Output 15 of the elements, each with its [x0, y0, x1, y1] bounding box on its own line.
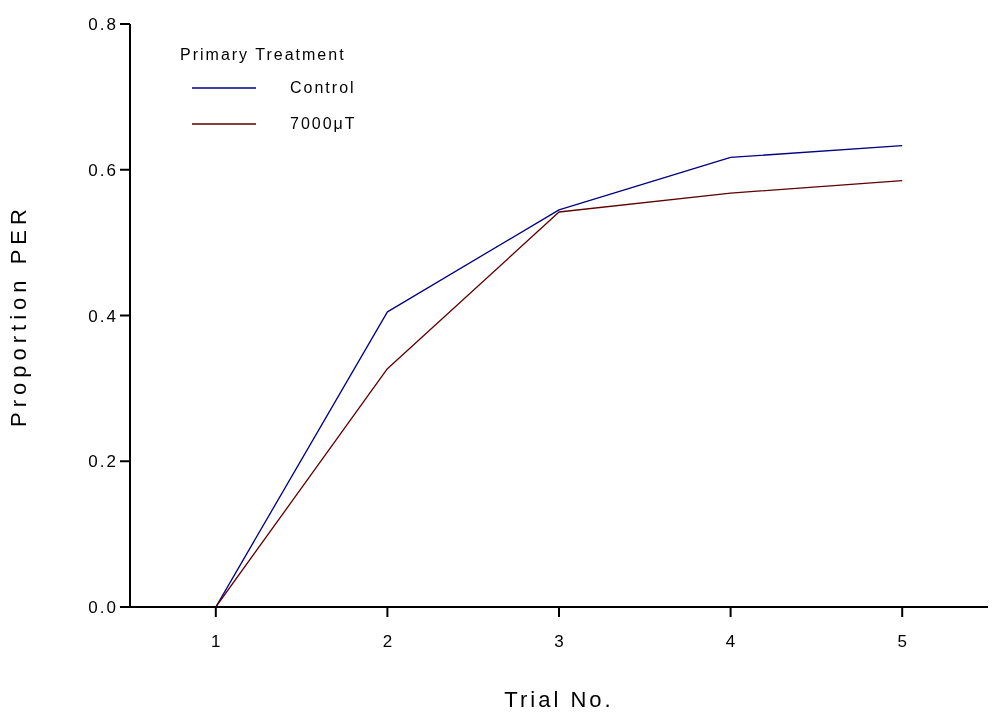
- y-axis-title: Proportion PER: [5, 204, 31, 427]
- x-tick-label: 4: [725, 632, 736, 652]
- y-tick-label: 0.2: [88, 452, 118, 472]
- x-tick-label: 3: [554, 632, 564, 652]
- legend-title: Primary Treatment: [180, 46, 347, 64]
- x-tick-label: 5: [897, 632, 907, 652]
- y-tick-label: 0.8: [88, 15, 118, 35]
- x-tick-label: 2: [382, 632, 393, 652]
- y-tick-label: 0.0: [88, 598, 118, 618]
- legend-label: Control: [290, 79, 356, 97]
- legend-label: 7000μT: [290, 115, 357, 133]
- y-tick-label: 0.4: [88, 306, 118, 326]
- x-axis-title: Trial No.: [504, 687, 614, 712]
- x-tick-label: 1: [211, 632, 221, 652]
- y-tick-label: 0.6: [88, 160, 118, 180]
